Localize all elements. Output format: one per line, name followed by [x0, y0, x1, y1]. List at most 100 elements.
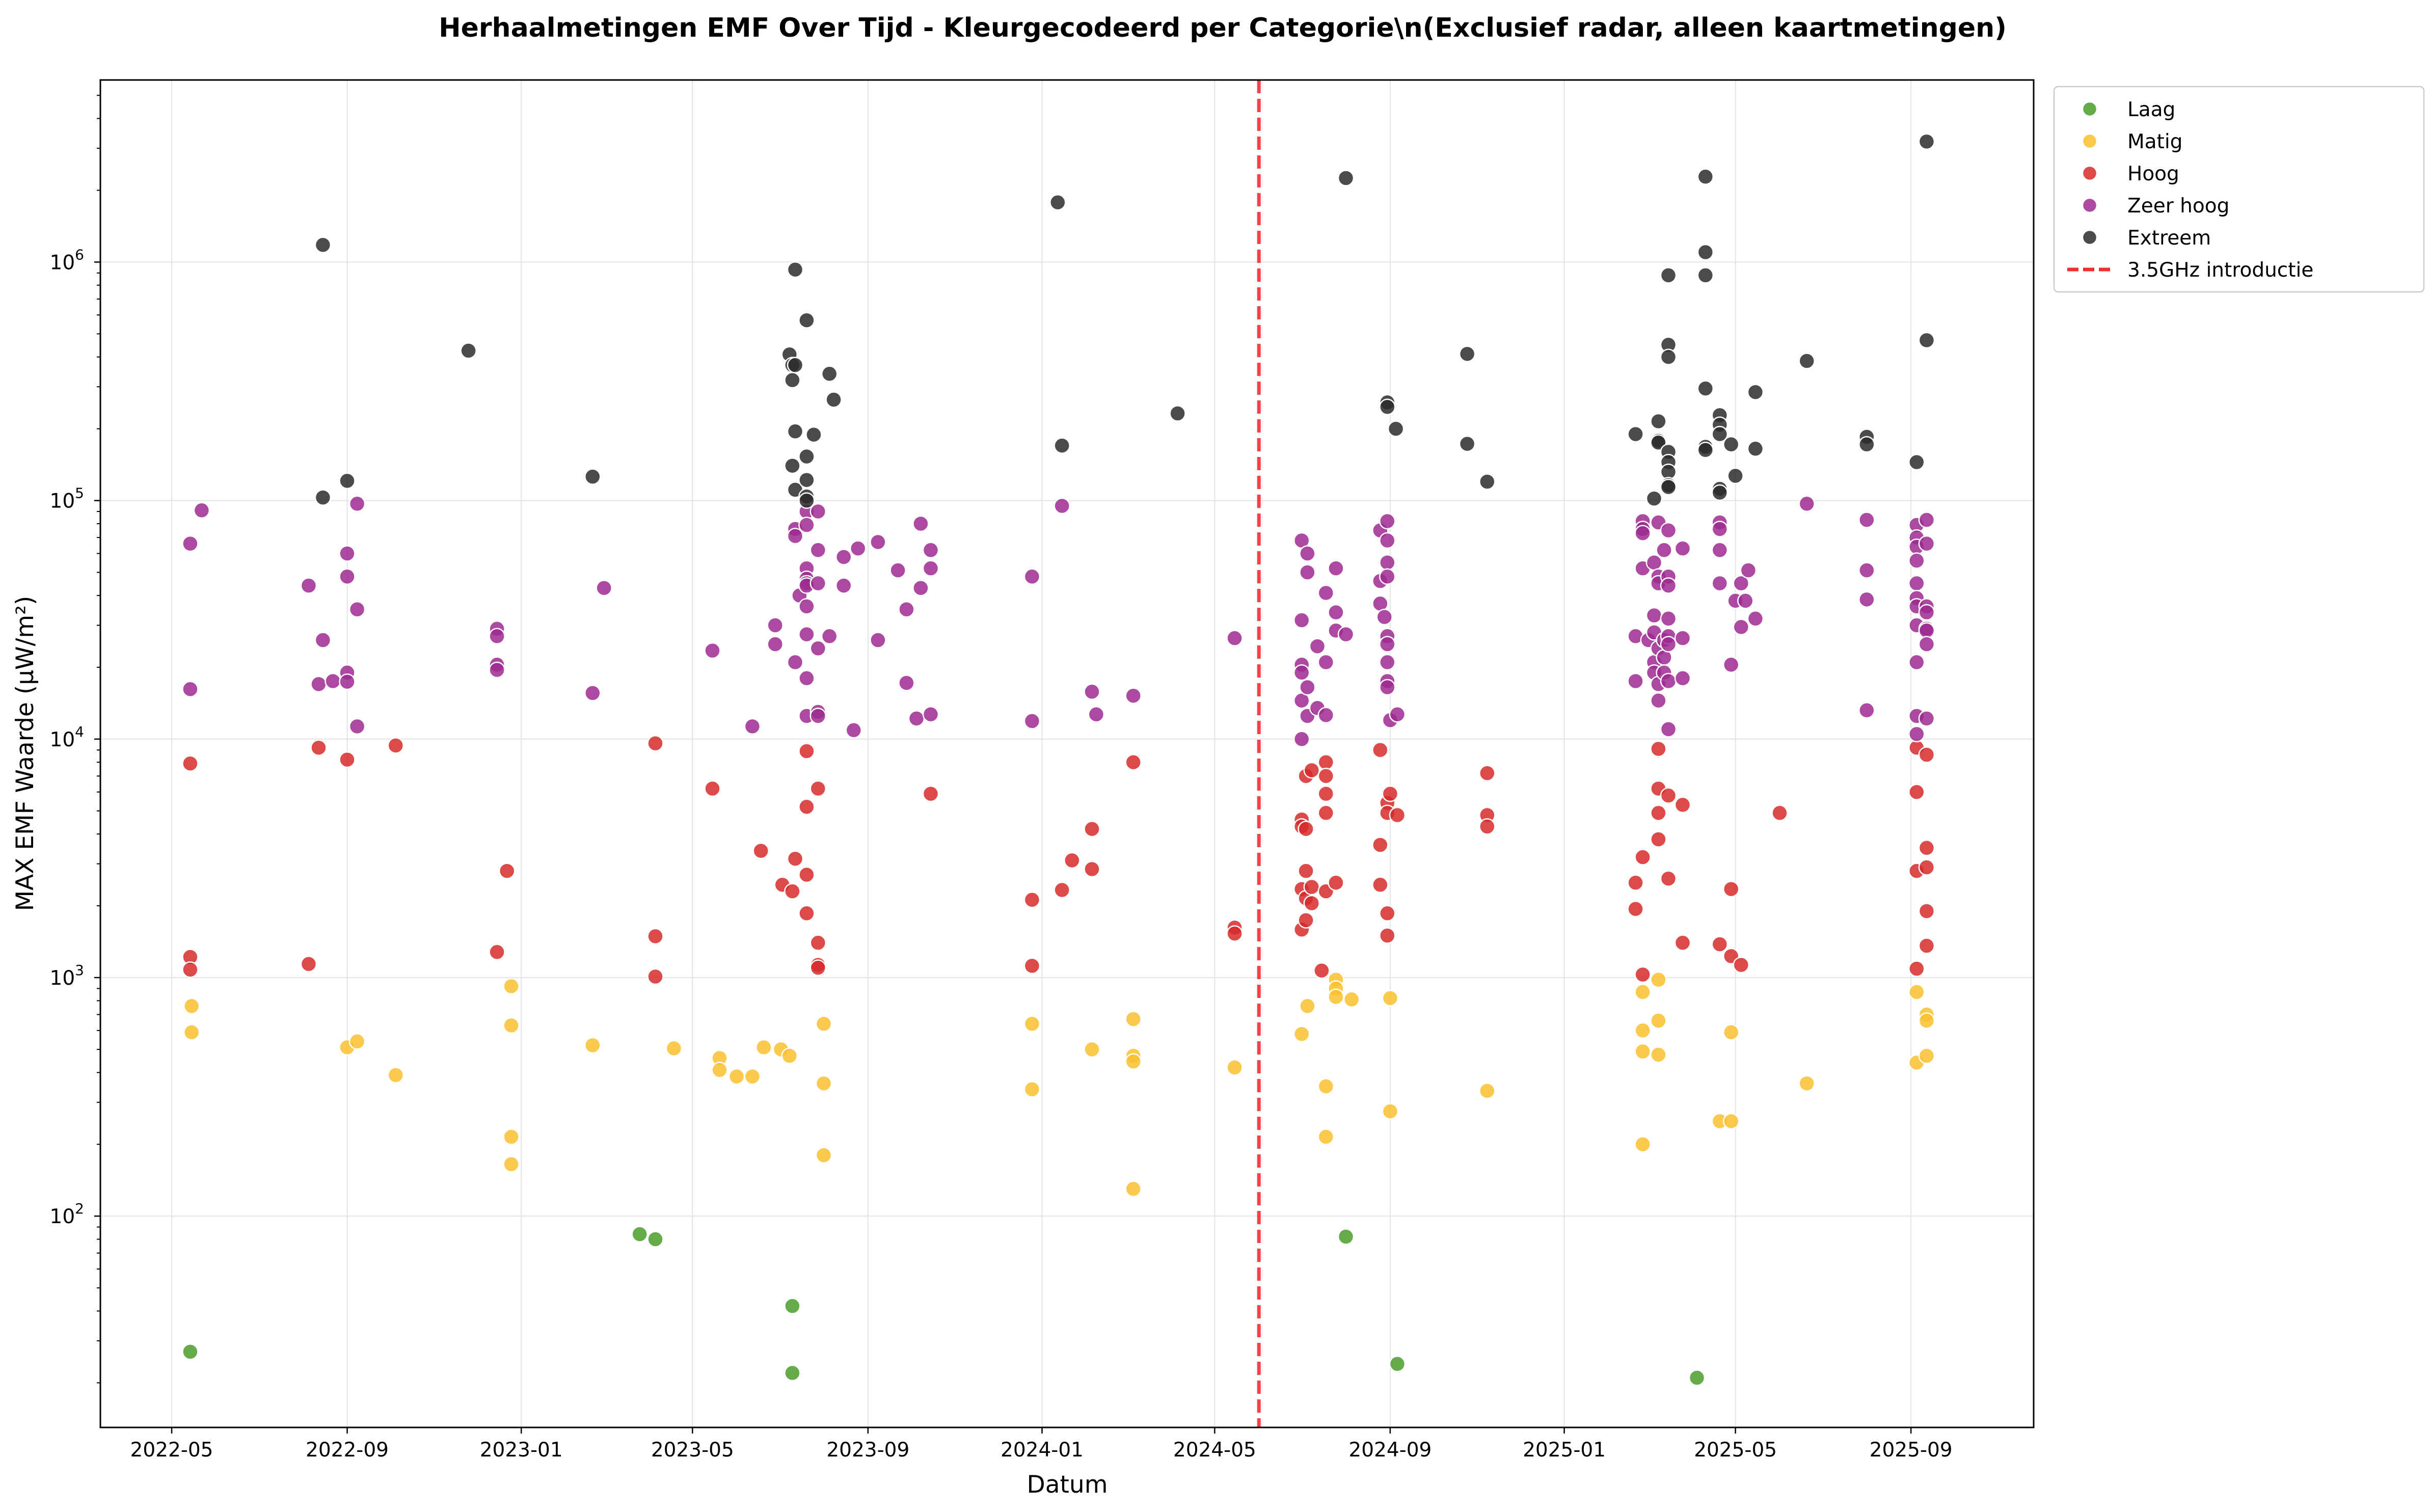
- data-point: [744, 1068, 761, 1085]
- data-point: [809, 542, 827, 559]
- data-point: [798, 471, 815, 489]
- data-point: [1737, 592, 1754, 609]
- data-point: [1660, 610, 1677, 627]
- data-point: [1337, 1228, 1355, 1245]
- data-point: [787, 850, 804, 867]
- data-point: [1645, 490, 1663, 507]
- data-point: [1317, 785, 1335, 802]
- data-point: [1697, 442, 1714, 458]
- data-point: [647, 968, 664, 985]
- data-point: [1459, 345, 1476, 362]
- data-point: [1908, 984, 1925, 1001]
- data-point: [1303, 878, 1320, 896]
- data-point: [387, 1067, 404, 1084]
- data-point: [631, 1226, 648, 1243]
- data-point: [498, 862, 516, 879]
- data-point: [798, 626, 815, 643]
- data-point: [1747, 610, 1764, 627]
- data-point: [1722, 656, 1740, 673]
- data-point: [1317, 1128, 1335, 1145]
- data-point: [1722, 436, 1740, 453]
- data-point: [647, 735, 664, 752]
- data-point: [1634, 1136, 1651, 1153]
- data-point: [584, 685, 601, 701]
- data-point: [1317, 707, 1335, 724]
- data-point: [781, 1047, 798, 1064]
- data-point: [1293, 1025, 1310, 1042]
- data-point: [339, 472, 356, 490]
- data-point: [870, 632, 886, 649]
- data-points: [182, 133, 1935, 1386]
- data-point: [182, 535, 199, 552]
- data-point: [809, 959, 827, 976]
- data-point: [339, 673, 356, 690]
- data-point: [1918, 535, 1935, 552]
- data-point: [1088, 706, 1105, 723]
- data-point: [1674, 670, 1691, 687]
- data-point: [339, 568, 356, 585]
- data-point: [1660, 787, 1677, 804]
- data-point: [1023, 1081, 1041, 1098]
- data-point: [1303, 762, 1320, 779]
- data-point: [1650, 1012, 1667, 1029]
- data-point: [1918, 1012, 1935, 1029]
- y-axis-label: MAX EMF Waarde (μW/m²): [11, 596, 39, 911]
- data-point: [809, 503, 827, 520]
- data-point: [1798, 353, 1815, 369]
- data-point: [1711, 484, 1729, 501]
- data-point: [1908, 784, 1925, 800]
- data-point: [1479, 473, 1496, 490]
- data-point: [1372, 876, 1389, 894]
- data-point: [1660, 348, 1677, 365]
- data-point: [1084, 1041, 1100, 1058]
- data-point: [1660, 478, 1677, 496]
- y-tick-exponent: 5: [75, 485, 84, 502]
- data-point: [1389, 706, 1406, 723]
- data-point: [183, 1024, 200, 1041]
- data-point: [809, 708, 827, 724]
- x-tick-label: 2024-01: [1001, 1439, 1084, 1462]
- y-tick-exponent: 6: [75, 246, 84, 263]
- data-point: [1650, 1046, 1667, 1063]
- data-point: [1169, 405, 1186, 422]
- data-point: [1382, 1103, 1399, 1120]
- data-point: [1337, 170, 1355, 186]
- data-point: [798, 492, 815, 509]
- legend-marker: [2082, 133, 2098, 149]
- data-point: [1054, 437, 1070, 454]
- data-point: [1023, 1015, 1041, 1032]
- legend-label: Laag: [2127, 98, 2175, 121]
- x-tick-label: 2024-05: [1173, 1439, 1256, 1462]
- data-point: [1226, 630, 1243, 646]
- data-point: [339, 751, 356, 768]
- data-point: [1303, 895, 1320, 912]
- data-point: [1023, 713, 1041, 730]
- x-tick-label: 2023-09: [826, 1439, 909, 1462]
- data-point: [1317, 753, 1335, 771]
- data-point: [1125, 687, 1142, 704]
- data-point: [1479, 765, 1496, 781]
- y-tick-label: 104: [50, 723, 84, 751]
- data-point: [1660, 870, 1677, 887]
- data-point: [1317, 584, 1335, 602]
- data-point: [1379, 905, 1396, 922]
- data-point: [1918, 937, 1935, 954]
- data-point: [348, 495, 366, 512]
- data-point: [815, 1147, 832, 1164]
- data-point: [348, 718, 366, 735]
- data-point: [1376, 608, 1393, 626]
- data-point: [1722, 1113, 1740, 1130]
- data-point: [784, 883, 801, 900]
- data-point: [1747, 440, 1764, 457]
- data-point: [1674, 796, 1691, 814]
- data-point: [912, 579, 929, 597]
- data-point: [1660, 672, 1677, 690]
- data-point: [728, 1068, 745, 1085]
- data-point: [1697, 380, 1714, 397]
- data-point: [348, 1033, 366, 1050]
- data-point: [809, 640, 827, 657]
- data-point: [1379, 532, 1396, 549]
- legend-item: Zeer hoog: [2082, 195, 2229, 218]
- data-point: [767, 617, 784, 634]
